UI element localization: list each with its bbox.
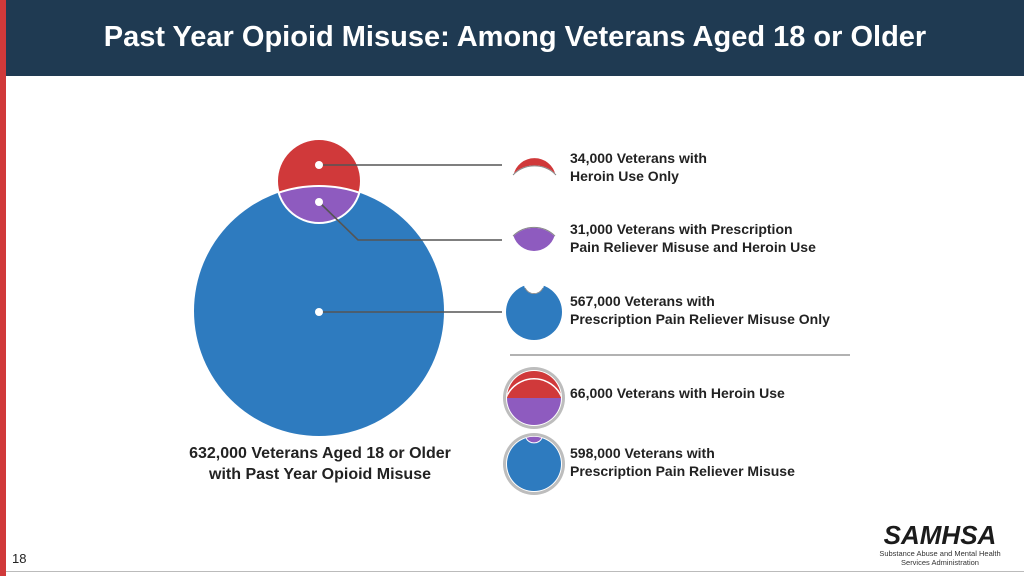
- legend-icon-heroin-only-edge: [512, 165, 557, 176]
- dot-prescription-only: [315, 308, 323, 316]
- overlap-border: [277, 185, 361, 223]
- overlap-region: [277, 186, 361, 223]
- legend-icon-notch-edge: [524, 287, 544, 295]
- legend-icon-prescription-cap: [526, 436, 542, 443]
- legend-icon-prescription-total: [507, 437, 561, 491]
- legend-both: 31,000 Veterans with Prescription Pain R…: [570, 221, 816, 255]
- total-caption: 632,000 Veterans Aged 18 or Older with P…: [189, 445, 451, 483]
- legend-icon-prescription-only: [506, 284, 562, 340]
- legend-icon-both-edge: [512, 226, 556, 237]
- connector-both: [318, 201, 502, 241]
- dot-both: [315, 198, 323, 206]
- title-bar: Past Year Opioid Misuse: Among Veterans …: [6, 0, 1024, 76]
- legend-icon-prescription-notch: [524, 274, 544, 294]
- slide-title: Past Year Opioid Misuse: Among Veterans …: [103, 21, 927, 53]
- logo-subtitle: Substance Abuse and Mental Health Servic…: [879, 549, 1001, 567]
- legend-heroin-only: 34,000 Veterans with Heroin Use Only: [570, 150, 707, 184]
- samhsa-logo: SAMHSA Substance Abuse and Mental Health…: [878, 521, 1002, 567]
- page-number: 18: [12, 551, 27, 566]
- heroin-circle-border: [276, 138, 362, 224]
- legend-icon-prescription-cap-edge: [525, 437, 543, 444]
- footer-divider: [6, 571, 1024, 572]
- dot-heroin-only: [315, 161, 323, 169]
- accent-bar: [0, 0, 6, 576]
- legend-prescription-only: 567,000 Veterans with Prescription Pain …: [570, 293, 830, 327]
- legend-heroin-total: 66,000 Veterans with Heroin Use: [570, 385, 785, 401]
- logo-wordmark: SAMHSA: [883, 520, 997, 550]
- legend-prescription-total: 598,000 Veterans with Prescription Pain …: [570, 445, 795, 479]
